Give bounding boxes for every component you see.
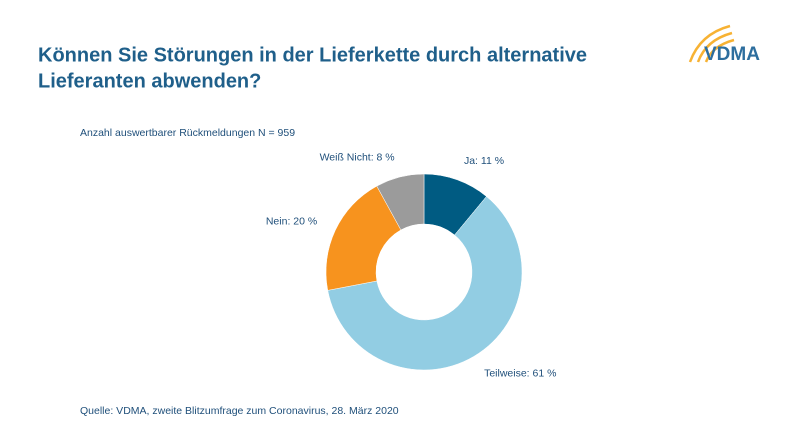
donut-segment [376,173,425,231]
source: Quelle: VDMA, zweite Blitzumfrage zum Co… [80,405,399,417]
logo-arc [696,31,733,63]
logo: VDMA [688,24,760,65]
data-label: Weiß Nicht: 8 % [320,151,395,163]
logo-text: VDMA [704,44,760,65]
data-label: Ja: 11 % [464,155,504,167]
logo-arc [688,24,731,63]
title-line-2: Lieferanten abwenden? [38,70,261,92]
title-line-1: Können Sie Störungen in der Lieferkette … [38,44,587,66]
subtitle: Anzahl auswertbarer Rückmeldungen N = 95… [80,127,295,139]
data-label: Nein: 20 % [266,216,317,228]
data-label: Teilweise: 61 % [484,367,556,379]
logo-arc [704,38,735,63]
donut-segment [327,196,523,371]
